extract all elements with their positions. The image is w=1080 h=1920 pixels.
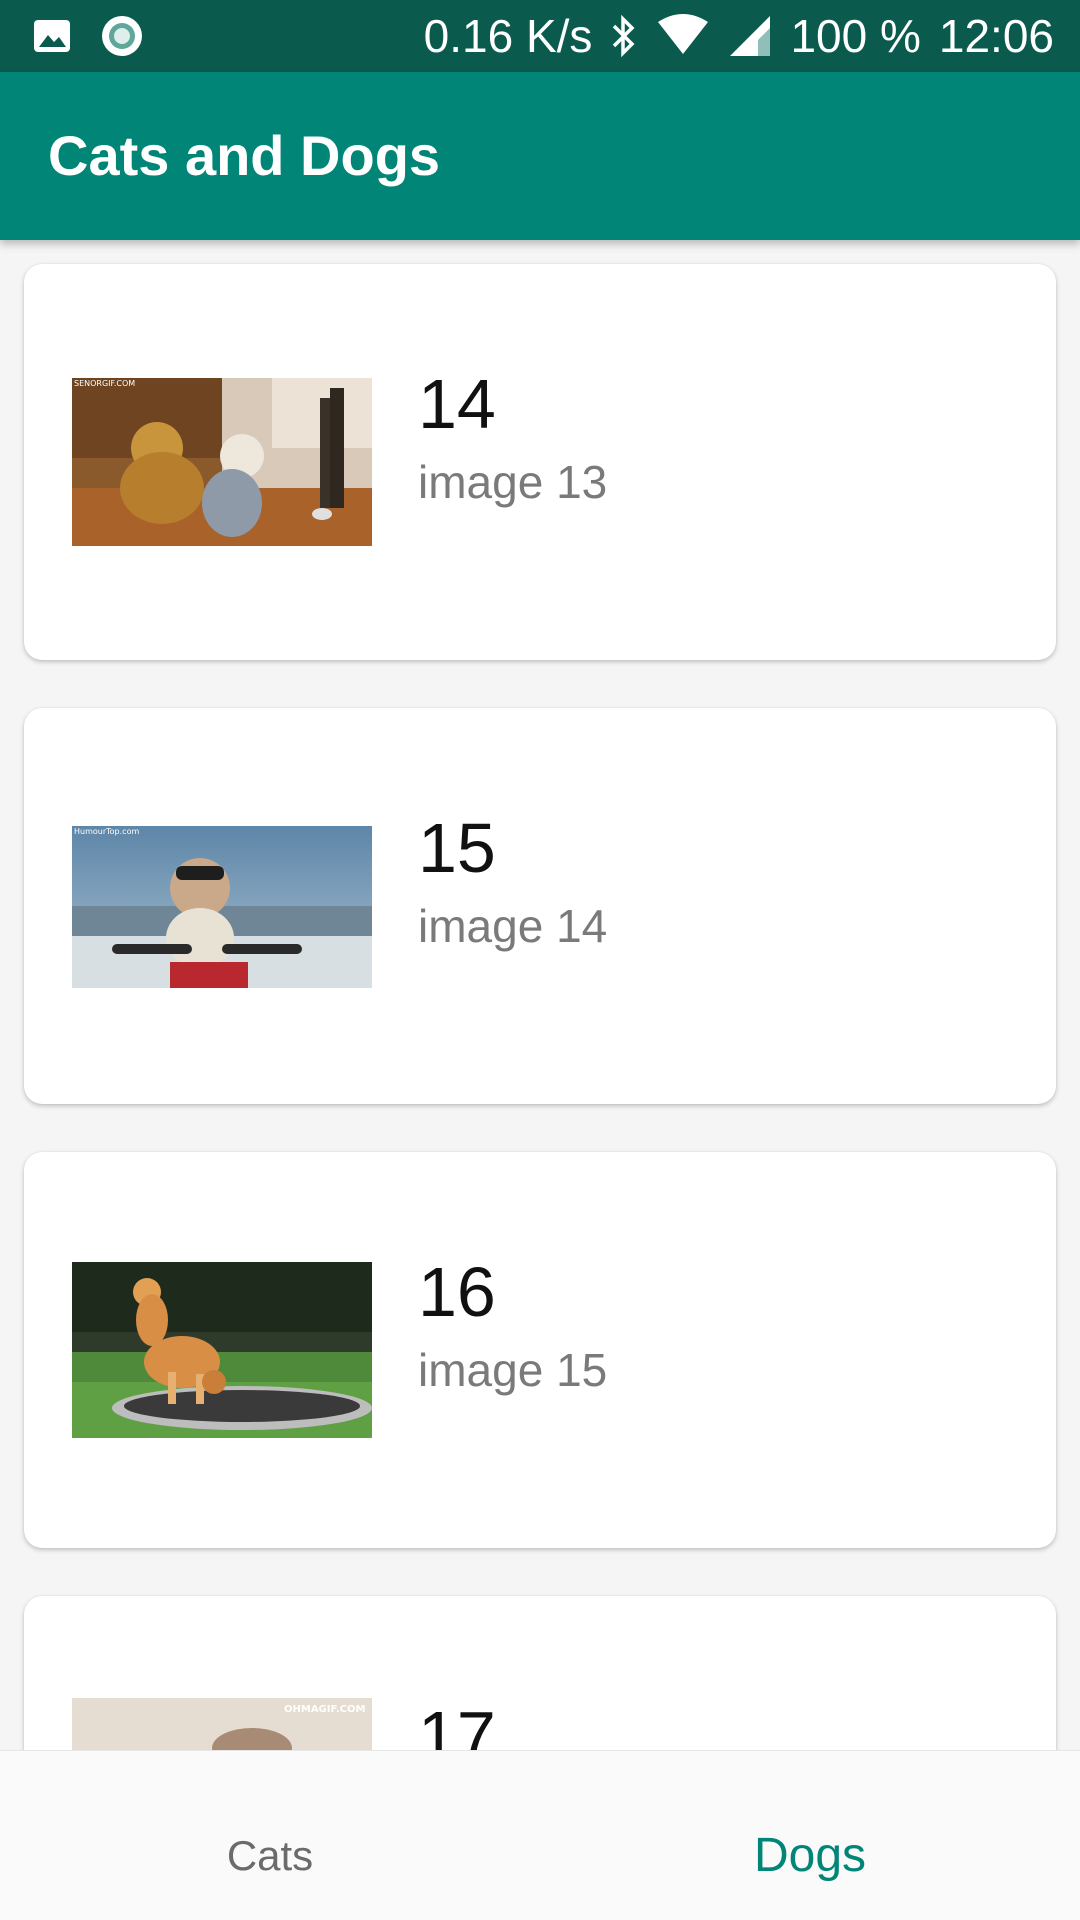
list-item[interactable]: 16 image 15 [24, 1152, 1056, 1548]
app-bar: Cats and Dogs [0, 72, 1080, 240]
list-item[interactable]: HumourTop.com 15 image 14 [24, 708, 1056, 1104]
thumbnail-image: HumourTop.com [72, 826, 372, 988]
signal-icon [728, 14, 772, 58]
item-number: 17 [418, 1697, 496, 1750]
dog-list[interactable]: SENORGIF.COM 14 image 13 [0, 240, 1080, 1750]
sync-icon [100, 14, 144, 58]
item-number: 14 [418, 365, 496, 443]
list-item[interactable]: OHMAGIF.COM 17 image 16 [24, 1596, 1056, 1750]
clock: 12:06 [938, 10, 1054, 62]
tab-cats[interactable]: Cats [226, 1831, 314, 1879]
bottom-navigation: Cats Dogs [0, 1750, 1080, 1920]
thumbnail-image [72, 1262, 372, 1438]
item-caption: image 15 [418, 1344, 608, 1396]
page-title: Cats and Dogs [48, 124, 441, 187]
watermark-text: OHMAGIF.COM [284, 1704, 365, 1715]
thumbnail-image: OHMAGIF.COM [72, 1698, 372, 1750]
network-speed: 0.16 K/s [423, 10, 593, 62]
item-number: 16 [418, 1253, 496, 1331]
image-icon [32, 16, 72, 56]
thumbnail-image: SENORGIF.COM [72, 378, 372, 546]
item-caption: image 13 [418, 456, 608, 508]
battery-level: 100 % [790, 10, 921, 62]
wifi-icon [656, 14, 710, 58]
watermark-text: SENORGIF.COM [74, 379, 135, 388]
watermark-text: HumourTop.com [74, 827, 139, 836]
tab-dogs[interactable]: Dogs [753, 1829, 867, 1882]
status-bar: 0.16 K/s 100 % 12:06 [0, 0, 1080, 72]
item-number: 15 [418, 809, 496, 887]
item-caption: image 14 [418, 900, 608, 952]
list-item[interactable]: SENORGIF.COM 14 image 13 [24, 264, 1056, 660]
bluetooth-icon [610, 14, 638, 58]
